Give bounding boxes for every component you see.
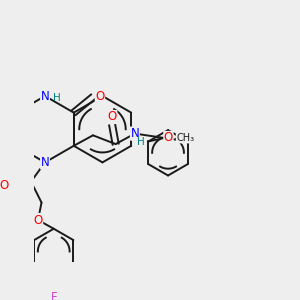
Text: F: F [50,291,57,300]
Text: O: O [33,214,43,226]
Text: O: O [95,90,105,104]
Text: O: O [164,131,173,144]
Text: CH₃: CH₃ [176,133,194,143]
Text: H: H [137,137,145,147]
Text: N: N [40,89,50,103]
Text: H: H [53,93,61,103]
Text: O: O [107,110,117,124]
Text: O: O [0,178,9,192]
Text: N: N [130,127,139,140]
Text: N: N [40,156,50,169]
